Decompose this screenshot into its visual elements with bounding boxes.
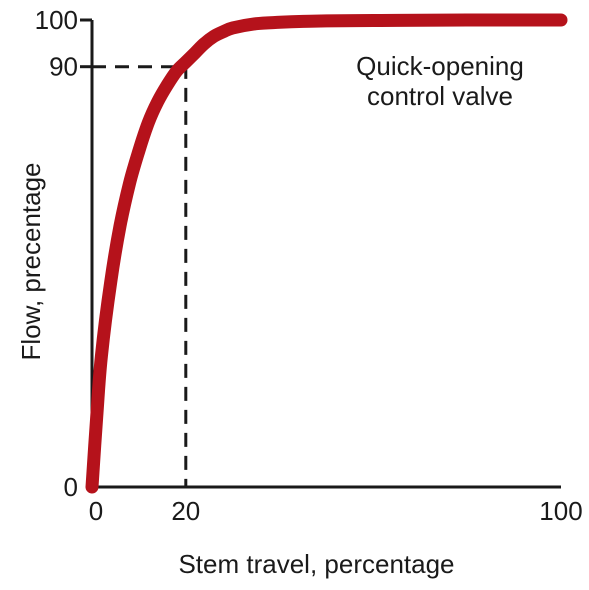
- tick-marks: [80, 18, 92, 69]
- labels-layer: Stem travel, percentage Flow, precentage…: [16, 5, 583, 579]
- x-tick-label: 20: [171, 496, 200, 526]
- y-tick-label: 90: [49, 52, 78, 82]
- x-tick-label: 0: [89, 496, 103, 526]
- x-tick-label: 100: [539, 496, 582, 526]
- x-axis-label: Stem travel, percentage: [178, 549, 454, 579]
- y-tick-label: 100: [35, 5, 78, 35]
- series-layer: [85, 13, 568, 494]
- curve-annotation-line-1: Quick-opening: [356, 51, 524, 81]
- y-tick-label: 0: [64, 472, 78, 502]
- y-axis-label: Flow, precentage: [16, 162, 46, 360]
- curve-annotation-line-2: control valve: [367, 81, 513, 111]
- quick-opening-curve: [85, 13, 568, 494]
